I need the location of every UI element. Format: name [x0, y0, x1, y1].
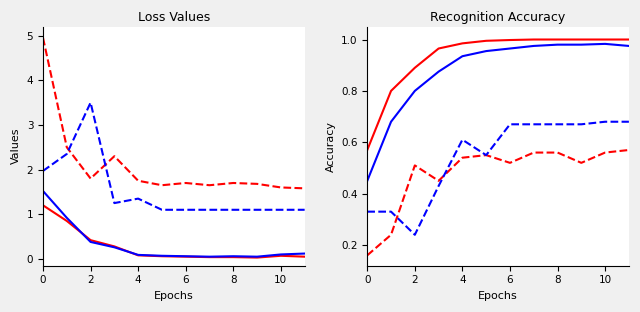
Title: Recognition Accuracy: Recognition Accuracy — [431, 11, 566, 24]
Y-axis label: Values: Values — [11, 128, 21, 164]
X-axis label: Epochs: Epochs — [154, 291, 194, 301]
X-axis label: Epochs: Epochs — [478, 291, 518, 301]
Y-axis label: Accuracy: Accuracy — [326, 121, 335, 172]
Title: Loss Values: Loss Values — [138, 11, 210, 24]
